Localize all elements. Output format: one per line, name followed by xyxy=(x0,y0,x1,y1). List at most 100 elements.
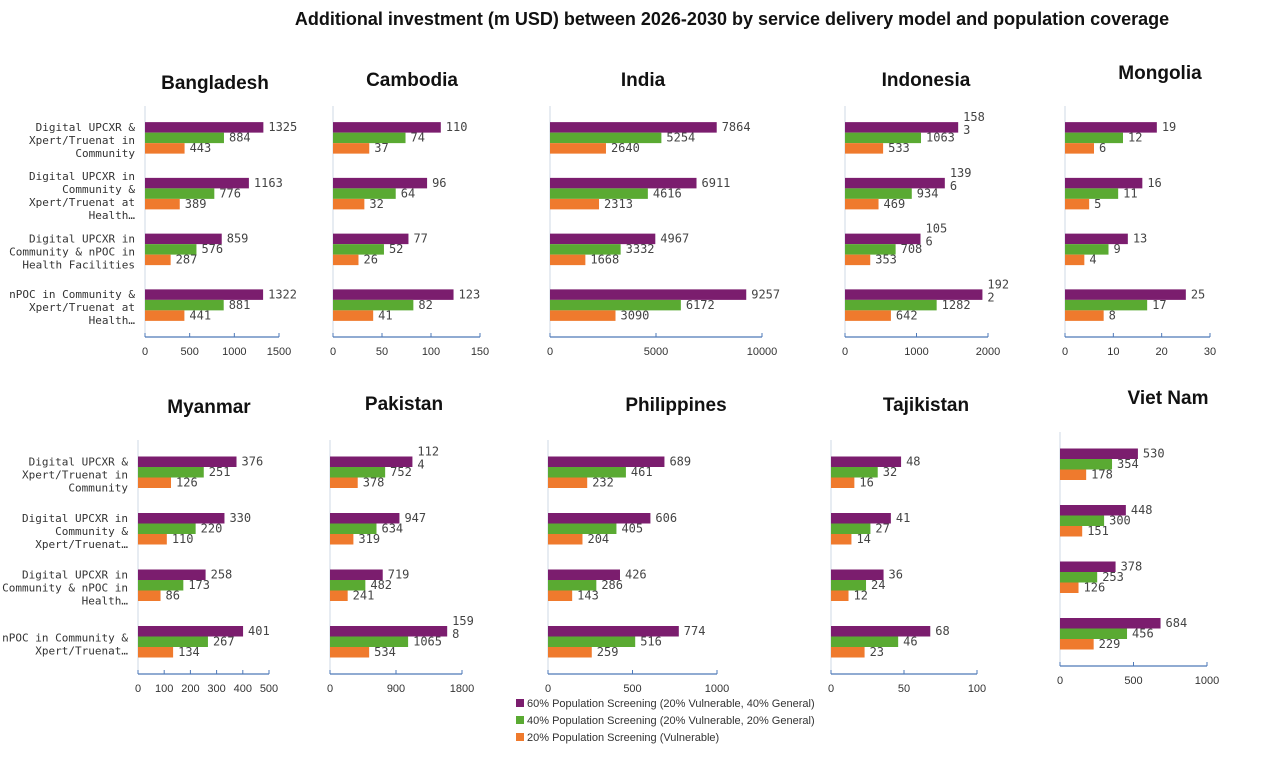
bar-tajikistan-cat2-s3 xyxy=(831,534,852,545)
data-label: 9257 xyxy=(751,287,780,301)
bar-indonesia-cat3-s3 xyxy=(845,254,871,266)
legend: 60% Population Screening (20% Vulnerable… xyxy=(516,698,815,744)
data-label: 52 xyxy=(389,242,403,256)
data-label: 3090 xyxy=(621,308,650,322)
data-label: 13 xyxy=(1133,232,1147,246)
bar-bangladesh-cat3-s3 xyxy=(145,254,171,266)
tick-label: 900 xyxy=(387,683,405,695)
category-label: Digital UPCXR in Community & nPOC in Healt… xyxy=(9,232,135,271)
data-label: 443 xyxy=(190,141,212,155)
data-label: 14 xyxy=(856,532,870,546)
bar-india-cat4-s1 xyxy=(550,289,747,300)
data-label: 96 xyxy=(432,176,446,190)
panel-title-pakistan: Pakistan xyxy=(365,394,443,415)
tick-label: 0 xyxy=(545,683,551,695)
bar-cambodia-cat4-s2 xyxy=(333,299,414,311)
bar-india-cat2-s2 xyxy=(550,188,648,199)
bar-mongolia-cat1-s2 xyxy=(1065,132,1123,144)
data-label: 143 xyxy=(577,589,599,603)
data-label: 253 xyxy=(1102,570,1124,584)
tick-label: 0 xyxy=(1057,675,1063,687)
bar-viet-nam-cat4-s3 xyxy=(1060,639,1094,650)
data-label: 25 xyxy=(1191,287,1205,301)
bar-viet-nam-cat3-s2 xyxy=(1060,572,1098,583)
bar-tajikistan-cat1-s3 xyxy=(831,477,855,488)
data-label: 934 xyxy=(917,186,939,200)
data-label: 126 xyxy=(176,476,198,490)
data-label: 708 xyxy=(901,242,923,256)
data-label: 232 xyxy=(592,476,614,490)
bar-pakistan-cat4-s1 xyxy=(330,626,448,637)
bar-bangladesh-cat4-s1 xyxy=(145,289,264,300)
data-label: 5254 xyxy=(666,131,695,145)
data-label: 139 6 xyxy=(950,166,972,193)
tick-label: 10 xyxy=(1107,346,1119,358)
data-label: 461 xyxy=(631,465,653,479)
data-label: 606 xyxy=(655,511,677,525)
data-label: 1668 xyxy=(590,253,619,267)
data-label: 19 xyxy=(1162,120,1176,134)
data-label: 881 xyxy=(229,298,251,312)
bar-pakistan-cat4-s3 xyxy=(330,647,370,658)
tick-label: 200 xyxy=(181,683,199,695)
data-label: 6911 xyxy=(702,176,731,190)
chart-title: Additional investment (m USD) between 20… xyxy=(295,9,1169,29)
bar-mongolia-cat4-s1 xyxy=(1065,289,1186,300)
data-label: 533 xyxy=(888,141,910,155)
data-label: 86 xyxy=(166,589,180,603)
data-label: 2313 xyxy=(604,197,633,211)
bar-bangladesh-cat3-s2 xyxy=(145,244,197,255)
data-label: 634 xyxy=(381,522,403,536)
data-label: 4 xyxy=(1089,253,1096,267)
data-label: 151 xyxy=(1087,524,1109,538)
data-label: 2640 xyxy=(611,141,640,155)
data-label: 32 xyxy=(369,197,383,211)
tick-label: 100 xyxy=(155,683,173,695)
bar-tajikistan-cat3-s1 xyxy=(831,569,884,580)
data-label: 456 xyxy=(1132,627,1154,641)
data-label: 126 xyxy=(1084,581,1106,595)
bar-india-cat2-s1 xyxy=(550,177,697,189)
data-label: 689 xyxy=(669,455,691,469)
legend-swatch-3 xyxy=(516,733,524,741)
data-label: 719 xyxy=(388,568,410,582)
bar-cambodia-cat2-s3 xyxy=(333,198,365,210)
category-label: nPOC in Community & Xpert/Truenat at Healt… xyxy=(9,288,135,327)
tick-label: 20 xyxy=(1156,346,1168,358)
bar-pakistan-cat2-s3 xyxy=(330,534,354,545)
data-label: 642 xyxy=(896,308,918,322)
data-label: 12 xyxy=(854,589,868,603)
bar-philippines-cat1-s2 xyxy=(548,467,626,478)
data-label: 105 6 xyxy=(926,222,948,249)
panel-title-bangladesh: Bangladesh xyxy=(161,73,269,94)
data-label: 1065 xyxy=(413,635,442,649)
data-label: 178 xyxy=(1091,468,1113,482)
bar-pakistan-cat1-s1 xyxy=(330,456,413,467)
panel-title-tajikistan: Tajikistan xyxy=(883,395,969,416)
data-label: 36 xyxy=(889,568,903,582)
bar-viet-nam-cat2-s1 xyxy=(1060,505,1126,516)
bar-philippines-cat2-s1 xyxy=(548,513,651,524)
bar-pakistan-cat3-s3 xyxy=(330,590,348,601)
bar-philippines-cat4-s1 xyxy=(548,626,679,637)
tick-label: 0 xyxy=(547,346,553,358)
data-label: 752 xyxy=(390,465,412,479)
tick-label: 0 xyxy=(842,346,848,358)
data-label: 204 xyxy=(587,532,609,546)
data-label: 46 xyxy=(903,635,917,649)
data-label: 684 xyxy=(1166,616,1188,630)
bar-myanmar-cat3-s1 xyxy=(138,569,206,580)
bar-philippines-cat2-s3 xyxy=(548,534,583,545)
data-label: 286 xyxy=(601,578,623,592)
bar-myanmar-cat3-s2 xyxy=(138,580,184,591)
bar-myanmar-cat4-s1 xyxy=(138,626,244,637)
bar-india-cat3-s1 xyxy=(550,233,656,245)
tick-label: 300 xyxy=(207,683,225,695)
data-label: 74 xyxy=(411,131,425,145)
data-label: 1063 xyxy=(926,131,955,145)
bar-mongolia-cat2-s3 xyxy=(1065,198,1090,210)
legend-label-3: 20% Population Screening (Vulnerable) xyxy=(527,732,719,744)
bar-india-cat1-s1 xyxy=(550,122,717,133)
bar-indonesia-cat2-s1 xyxy=(845,177,945,189)
